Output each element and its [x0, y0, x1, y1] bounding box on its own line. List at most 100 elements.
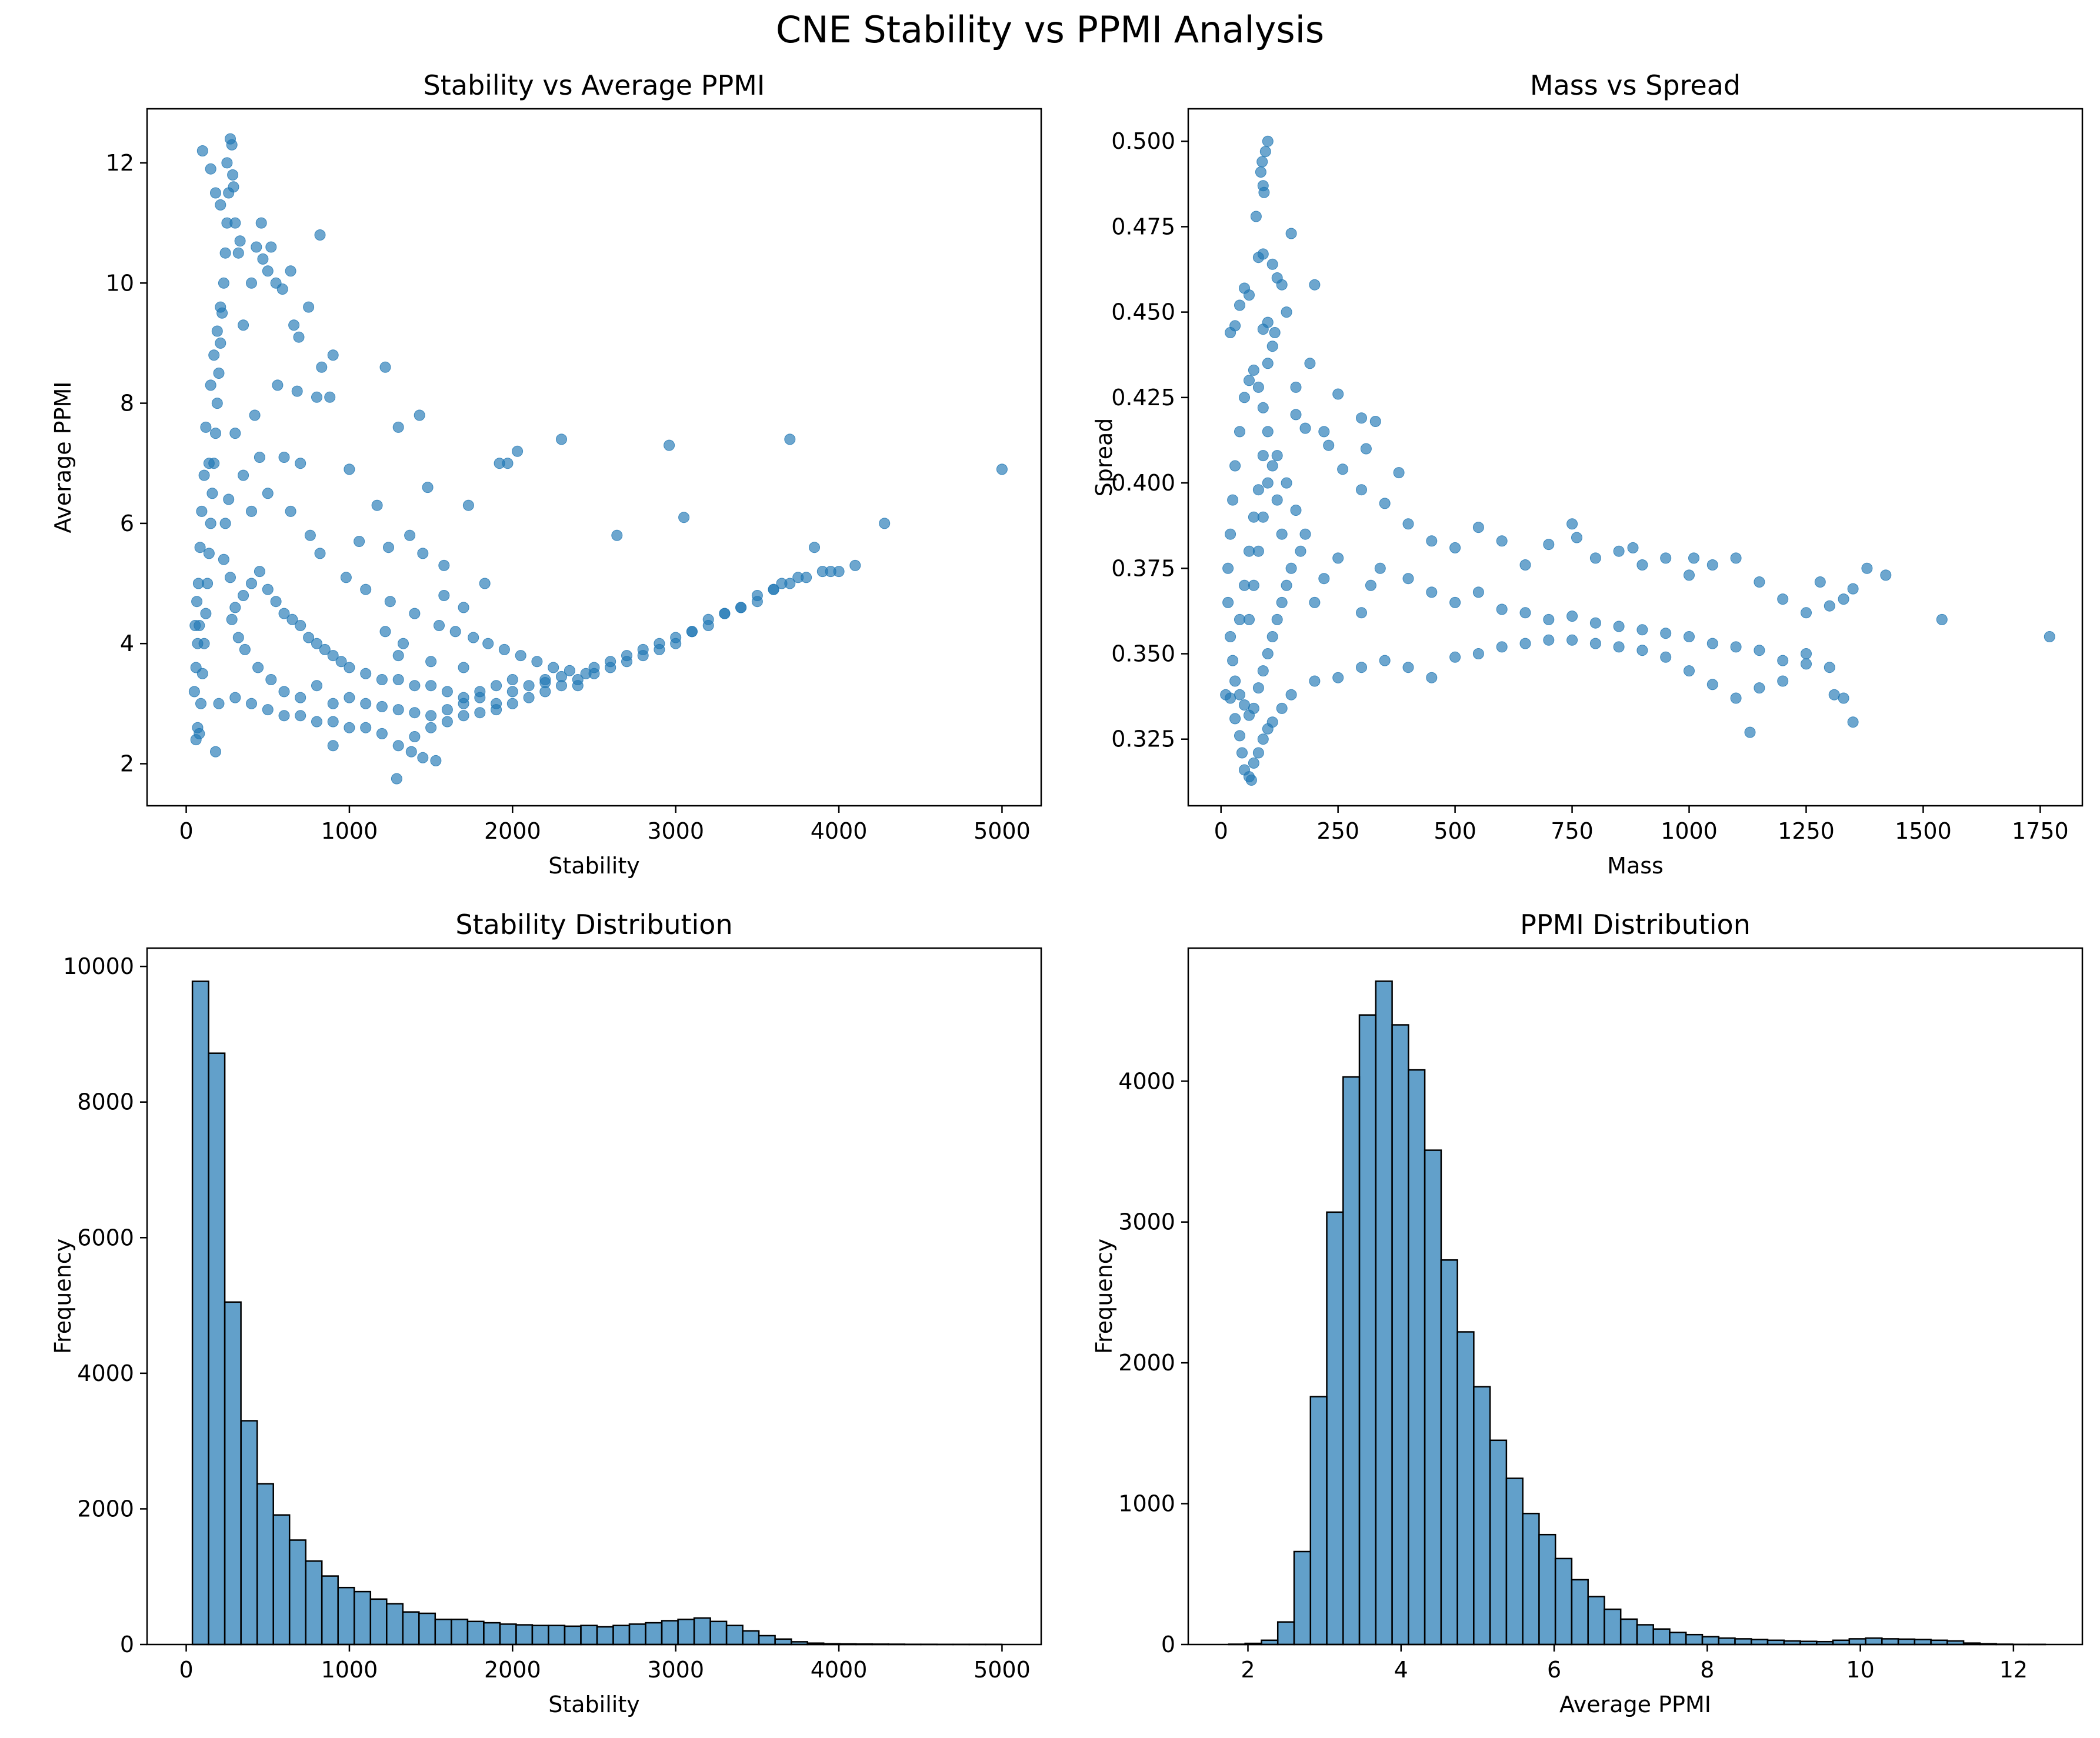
scatter-point	[1266, 460, 1278, 472]
scatter-point	[210, 187, 221, 199]
scatter-point	[438, 590, 450, 601]
scatter-point	[391, 773, 402, 785]
scatter-point	[458, 662, 469, 673]
scatter-point	[1299, 422, 1311, 434]
scatter-point	[1706, 679, 1718, 690]
scatter-point	[1257, 511, 1269, 523]
x-tick-label: 500	[1434, 818, 1476, 844]
scatter-point	[1744, 726, 1756, 738]
scatter-point	[311, 638, 322, 649]
scatter-point	[1244, 613, 1255, 625]
scatter-point	[1257, 248, 1269, 260]
x-tick-label: 0	[1214, 818, 1228, 844]
scatter-point	[1262, 477, 1274, 489]
x-tick-label: 4000	[811, 1657, 868, 1683]
y-tick-label: 2	[120, 750, 134, 776]
histogram-bar	[418, 1612, 436, 1646]
scatter-point	[383, 542, 394, 553]
scatter-point	[211, 398, 223, 409]
x-tick-label: 5000	[974, 1657, 1031, 1683]
scatter-point	[588, 662, 600, 673]
scatter-point	[1225, 528, 1236, 540]
scatter-point	[211, 325, 223, 337]
histogram-bar	[1750, 1639, 1769, 1646]
scatter-point	[203, 458, 215, 469]
histogram-bar	[693, 1617, 711, 1646]
scatter-point	[425, 710, 437, 722]
scatter-point	[239, 643, 251, 655]
scatter-point	[1801, 607, 1812, 619]
scatter-point	[392, 674, 404, 685]
scatter-point	[1285, 689, 1297, 700]
scatter-point	[1239, 579, 1250, 591]
y-tick-label: 8000	[77, 1089, 134, 1115]
scatter-point	[1318, 573, 1330, 585]
scatter-point	[188, 686, 200, 698]
scatter-point	[226, 613, 238, 625]
scatter-point	[246, 578, 257, 589]
scatter-point	[1496, 641, 1508, 653]
scatter-point	[1636, 559, 1648, 571]
scatter-point	[1227, 655, 1239, 666]
histogram-bar	[305, 1560, 323, 1646]
scatter-point	[198, 469, 210, 481]
scatter-point	[379, 626, 391, 638]
y-tick-label: 4000	[77, 1360, 134, 1386]
y-axis-label: Frequency	[50, 1239, 76, 1354]
scatter-point	[371, 499, 383, 511]
scatter-point	[458, 602, 469, 613]
histogram-bar	[1571, 1579, 1589, 1646]
scatter-point	[1660, 628, 1672, 639]
scatter-point	[206, 488, 218, 499]
scatter-point	[205, 379, 216, 391]
scatter-point	[1777, 655, 1789, 666]
scatter-point	[833, 566, 845, 578]
scatter-point	[392, 704, 404, 716]
scatter-point	[417, 752, 429, 763]
scatter-point	[1309, 279, 1321, 291]
scatter-point	[229, 602, 241, 613]
scatter-point	[254, 566, 265, 578]
scatter-point	[344, 722, 355, 733]
histogram-bar	[466, 1620, 485, 1646]
scatter-point	[1472, 586, 1484, 598]
scatter-point	[1257, 450, 1269, 462]
scatter-point	[1332, 388, 1344, 400]
scatter-point	[474, 707, 486, 719]
scatter-point	[430, 755, 442, 766]
scatter-point	[278, 608, 290, 619]
scatter-point	[1248, 757, 1259, 769]
scatter-point	[1426, 535, 1438, 547]
scatter-point	[515, 650, 526, 662]
scatter-point	[354, 536, 365, 547]
chart-title: Stability Distribution	[455, 909, 732, 940]
scatter-point	[1248, 364, 1259, 376]
scatter-point	[311, 680, 322, 692]
scatter-point	[314, 229, 326, 241]
histogram-bar	[774, 1638, 792, 1646]
scatter-point	[319, 643, 331, 655]
scatter-point	[270, 596, 282, 608]
scatter-point	[1426, 672, 1438, 683]
scatter-point	[1754, 576, 1765, 588]
histogram-bar	[434, 1619, 452, 1646]
scatter-point	[344, 692, 355, 703]
scatter-point	[1824, 662, 1835, 673]
histogram-bar	[1619, 1618, 1638, 1646]
scatter-point	[441, 686, 453, 698]
scatter-point	[1244, 289, 1255, 301]
scatter-point	[285, 265, 296, 277]
scatter-point	[229, 692, 241, 703]
scatter-point	[1271, 450, 1283, 462]
scatter-point	[735, 602, 747, 613]
scatter-point	[572, 680, 584, 692]
scatter-point	[506, 686, 518, 698]
scatter-point	[849, 559, 861, 571]
y-tick-label: 10000	[63, 953, 134, 979]
scatter-point	[502, 458, 514, 469]
scatter-point	[227, 169, 239, 181]
scatter-point	[232, 632, 244, 643]
histogram-bar	[580, 1624, 598, 1646]
scatter-point	[441, 704, 453, 716]
